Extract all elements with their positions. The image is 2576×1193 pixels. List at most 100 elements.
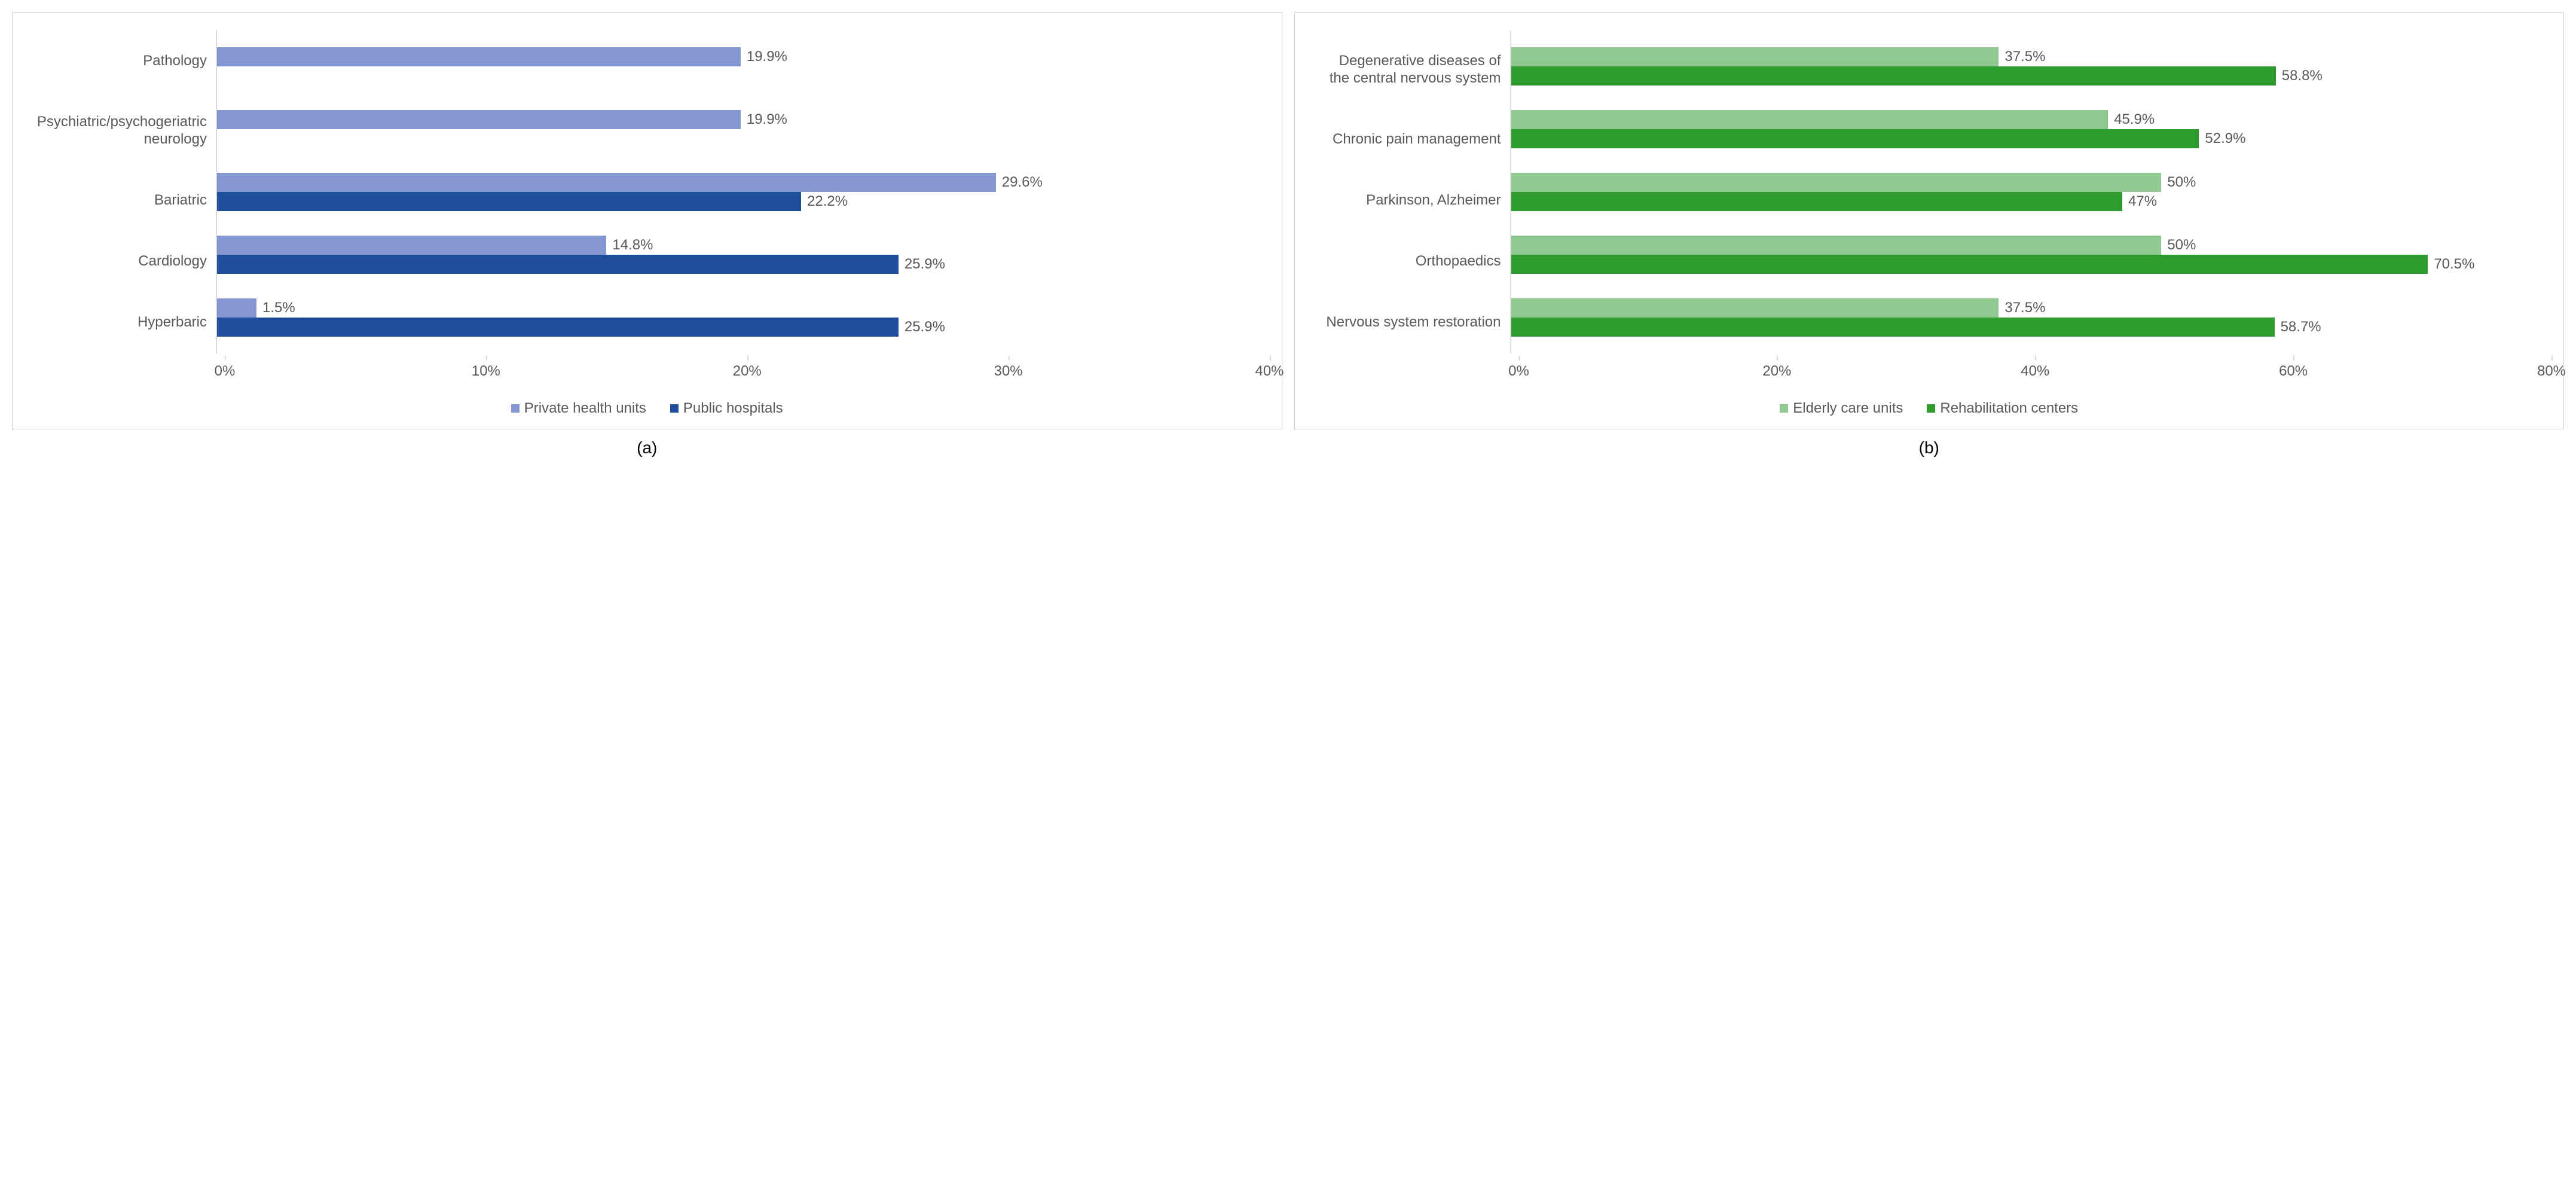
bar-value-label: 52.9% xyxy=(2205,130,2245,147)
charts-container: Pathology Psychiatric/psychogeriatricneur… xyxy=(12,12,2564,457)
bar xyxy=(217,318,899,337)
legend-label: Public hospitals xyxy=(683,400,783,417)
category-label: Psychiatric/psychogeriatricneurology xyxy=(25,114,207,148)
bar xyxy=(217,192,801,211)
bar-value-label: 47% xyxy=(2128,193,2157,210)
bar-value-label: 25.9% xyxy=(904,256,945,273)
panel-b: Degenerative diseases ofthe central nerv… xyxy=(1294,12,2565,429)
bar xyxy=(217,173,996,192)
chart-b-xticks: 0%20%40%60%80% xyxy=(1519,358,2552,382)
panel-a-wrap: Pathology Psychiatric/psychogeriatricneur… xyxy=(12,12,1282,457)
bar-group: 37.5% 58.8% xyxy=(1511,47,2552,86)
bar-row: 50% xyxy=(1511,236,2552,255)
bar xyxy=(217,298,256,318)
bar xyxy=(1511,298,1999,318)
legend-item: Elderly care units xyxy=(1780,400,1903,417)
bar-row: 19.9% xyxy=(217,110,1270,129)
legend-swatch xyxy=(511,404,520,413)
bar-value-label: 25.9% xyxy=(904,319,945,335)
bar-value-label: 70.5% xyxy=(2434,256,2474,273)
legend-label: Rehabilitation centers xyxy=(1940,400,2078,417)
x-tick: 60% xyxy=(2279,363,2308,380)
bar-value-label: 37.5% xyxy=(2004,300,2045,316)
bar-row: 45.9% xyxy=(1511,110,2552,129)
bar-row: 58.8% xyxy=(1511,66,2552,86)
bar xyxy=(1511,129,2199,148)
bar-row: 14.8% xyxy=(217,236,1270,255)
bar xyxy=(1511,318,2275,337)
bar xyxy=(217,110,741,129)
legend-label: Elderly care units xyxy=(1793,400,1903,417)
bar-row: 29.6% xyxy=(217,173,1270,192)
bar-group: 29.6% 22.2% xyxy=(217,173,1270,211)
x-tick: 20% xyxy=(1762,363,1791,380)
bar xyxy=(1511,66,2276,86)
chart-a-xaxis: 0%10%20%30%40% xyxy=(25,358,1270,382)
bar xyxy=(1511,173,2162,192)
bar-group: 19.9% xyxy=(217,110,1270,148)
category-label: Degenerative diseases ofthe central nerv… xyxy=(1307,53,1501,87)
category-label: Cardiology xyxy=(25,253,207,270)
chart-b-xaxis: 0%20%40%60%80% xyxy=(1307,358,2552,382)
chart-a-xticks: 0%10%20%30%40% xyxy=(225,358,1270,382)
chart-b-legend: Elderly care units Rehabilitation centers xyxy=(1307,400,2552,423)
bar-row: 22.2% xyxy=(217,192,1270,211)
bar-value-label: 19.9% xyxy=(747,111,787,128)
bar-row: 70.5% xyxy=(1511,255,2552,274)
x-tick: 10% xyxy=(472,363,500,380)
chart-b-area: Degenerative diseases ofthe central nerv… xyxy=(1307,30,2552,353)
category-label: Bariatric xyxy=(25,192,207,209)
bar-value-label: 19.9% xyxy=(747,48,787,65)
x-tick: 40% xyxy=(1255,363,1284,380)
legend-swatch xyxy=(1780,404,1788,413)
bar-value-label: 58.7% xyxy=(2281,319,2321,335)
category-label: Hyperbaric xyxy=(25,314,207,331)
bar-group: 50% 70.5% xyxy=(1511,236,2552,274)
bar-value-label: 29.6% xyxy=(1002,174,1043,191)
chart-a-bars: 19.9%19.9%29.6%22.2%14.8%25.9%1.5%25.9% xyxy=(217,30,1270,353)
bar-row: 37.5% xyxy=(1511,47,2552,66)
chart-b-bars: 37.5% 58.8% 45.9% 52.9% 50% 47% 50% 70.5% 37.5% 5… xyxy=(1511,30,2552,353)
legend-item: Rehabilitation centers xyxy=(1927,400,2078,417)
legend-item: Private health units xyxy=(511,400,646,417)
category-label: Nervous system restoration xyxy=(1307,314,1501,331)
category-label: Pathology xyxy=(25,53,207,70)
chart-a-legend: Private health units Public hospitals xyxy=(25,400,1270,423)
bar xyxy=(1511,47,1999,66)
bar-row: 52.9% xyxy=(1511,129,2552,148)
bar xyxy=(1511,236,2162,255)
chart-a-area: Pathology Psychiatric/psychogeriatricneur… xyxy=(25,30,1270,353)
bar-value-label: 58.8% xyxy=(2282,68,2323,84)
bar-value-label: 50% xyxy=(2167,237,2196,254)
chart-b-xspacer xyxy=(1307,358,1519,382)
x-tick: 30% xyxy=(994,363,1023,380)
bar-row: 25.9% xyxy=(217,255,1270,274)
category-label: Orthopaedics xyxy=(1307,253,1501,270)
bar-row: 19.9% xyxy=(217,47,1270,66)
bar-value-label: 37.5% xyxy=(2004,48,2045,65)
bar-row: 1.5% xyxy=(217,298,1270,318)
category-label: Chronic pain management xyxy=(1307,131,1501,148)
bar-value-label: 22.2% xyxy=(807,193,848,210)
bar-group: 1.5%25.9% xyxy=(217,298,1270,337)
x-tick: 20% xyxy=(733,363,762,380)
chart-b-plot: 37.5% 58.8% 45.9% 52.9% 50% 47% 50% 70.5% 37.5% 5… xyxy=(1510,30,2552,353)
bar-row: 25.9% xyxy=(217,318,1270,337)
x-tick: 40% xyxy=(2021,363,2049,380)
bar-group: 45.9% 52.9% xyxy=(1511,110,2552,148)
bar-row: 50% xyxy=(1511,173,2552,192)
bar xyxy=(1511,192,2123,211)
panel-b-caption: (b) xyxy=(1294,438,2565,457)
bar-value-label: 14.8% xyxy=(612,237,653,254)
bar-group: 37.5% 58.7% xyxy=(1511,298,2552,337)
bar-value-label: 45.9% xyxy=(2114,111,2155,128)
chart-b-ylabels: Degenerative diseases ofthe central nerv… xyxy=(1307,30,1510,353)
chart-a-ylabels: Pathology Psychiatric/psychogeriatricneur… xyxy=(25,30,216,353)
panel-a: Pathology Psychiatric/psychogeriatricneur… xyxy=(12,12,1282,429)
chart-a-plot: 19.9%19.9%29.6%22.2%14.8%25.9%1.5%25.9% xyxy=(216,30,1270,353)
legend-item: Public hospitals xyxy=(670,400,783,417)
legend-swatch xyxy=(1927,404,1935,413)
panel-b-wrap: Degenerative diseases ofthe central nerv… xyxy=(1294,12,2565,457)
bar-value-label: 50% xyxy=(2167,174,2196,191)
bar-group: 50% 47% xyxy=(1511,173,2552,211)
